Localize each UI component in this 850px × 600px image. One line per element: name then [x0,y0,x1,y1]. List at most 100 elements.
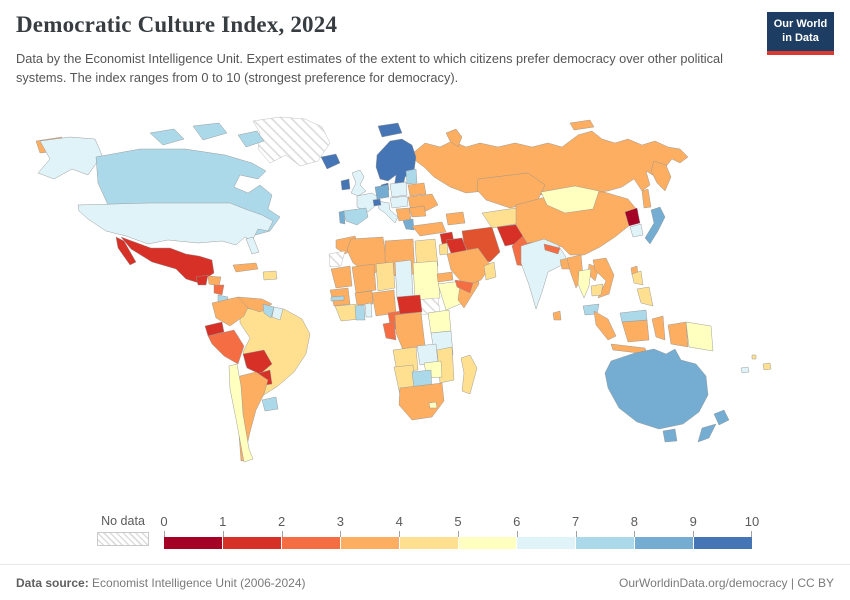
country-turkey[interactable] [411,221,447,237]
legend-bin-1-2[interactable] [222,537,282,549]
legend-bin-0-1[interactable] [164,537,223,549]
country-borneo-malaysia[interactable] [619,309,648,323]
country-madagascar[interactable] [460,354,478,395]
country-saudi-arabia[interactable] [446,247,492,287]
country-uruguay[interactable] [261,396,279,412]
country-greece[interactable] [402,218,415,231]
country-western-sahara-no-data[interactable] [328,250,346,268]
country-scandinavia[interactable] [375,138,417,189]
legend-bin-3-4[interactable] [340,537,400,549]
legend-bin-7-8[interactable] [576,537,636,549]
country-russia-novaya-zemlya[interactable] [445,128,463,148]
country-philippines[interactable] [631,270,644,286]
country-mali[interactable] [351,263,377,294]
country-new-zealand-north[interactable] [713,409,730,426]
country-honduras[interactable] [207,275,222,287]
country-japan[interactable] [644,206,666,245]
country-chile[interactable] [228,363,254,463]
country-benin-togo[interactable] [364,302,373,318]
country-chad[interactable] [394,259,414,299]
country-indonesia-sumatra[interactable] [593,310,617,341]
country-ghana[interactable] [354,304,366,321]
country-canada-arctic-islands[interactable] [237,130,265,148]
country-tasmania[interactable] [662,428,678,443]
country-oman[interactable] [483,261,497,281]
country-jordan-israel[interactable] [438,242,449,256]
country-india[interactable] [520,238,567,310]
country-guyana[interactable] [262,303,275,319]
country-cambodia[interactable] [590,283,604,297]
country-bolivia[interactable] [242,349,273,375]
country-germany[interactable] [374,184,390,200]
country-australia[interactable] [604,348,709,430]
country-romania[interactable] [408,205,427,218]
country-central-african-republic[interactable] [396,294,423,315]
footer-link[interactable]: OurWorldinData.org/democracy | CC BY [619,575,834,590]
country-dr-congo[interactable] [394,311,426,351]
country-portugal[interactable] [338,210,346,225]
country-south-africa[interactable] [398,382,445,421]
country-russia-kamchatka[interactable] [650,160,672,192]
country-new-caledonia[interactable] [740,366,750,374]
country-nicaragua[interactable] [213,284,225,296]
legend-bin-5-6[interactable] [458,537,518,549]
country-papua-new-guinea[interactable] [685,321,714,352]
country-gambia[interactable] [330,295,345,302]
country-switzerland[interactable] [372,198,382,207]
legend-bin-9-10[interactable] [694,537,753,549]
country-south-korea[interactable] [629,223,644,238]
owid-logo[interactable]: Our World in Data [767,12,834,55]
country-greenland-no-data[interactable] [252,116,331,167]
country-italy[interactable] [377,200,399,224]
country-russia-sakhalin[interactable] [641,188,652,209]
country-north-korea[interactable] [624,207,641,227]
country-usa[interactable] [77,202,274,246]
country-uk[interactable] [350,169,367,197]
country-peru[interactable] [207,329,245,365]
legend-bin-6-7[interactable] [517,537,577,549]
country-lesotho[interactable] [428,401,438,409]
country-mexico-baja[interactable] [115,236,137,266]
country-philippines[interactable] [636,286,654,307]
country-russia-siberian-islands[interactable] [569,119,595,131]
country-niger[interactable] [375,261,396,292]
country-thailand[interactable] [577,268,592,299]
country-balkans[interactable] [395,207,412,222]
country-sri-lanka[interactable] [552,310,562,321]
country-ireland[interactable] [340,178,351,191]
legend-bin-4-5[interactable] [399,537,459,549]
country-eritrea[interactable] [436,271,454,283]
country-mexico[interactable] [120,236,215,284]
country-canada-arctic-islands[interactable] [192,122,228,141]
country-mongolia[interactable] [540,185,600,214]
country-uganda-kenya[interactable] [427,309,452,334]
country-vanuatu[interactable] [751,354,757,360]
country-mauritania[interactable] [330,265,353,289]
country-yemen[interactable] [454,279,474,294]
country-svalbard[interactable] [377,122,403,138]
country-indonesia-sulawesi[interactable] [651,315,666,341]
country-alaska[interactable] [37,136,103,180]
country-central-europe[interactable] [389,195,409,209]
country-iceland[interactable] [320,153,341,170]
country-suriname[interactable] [271,306,284,321]
legend-no-data[interactable]: No data [97,514,149,546]
country-burkina-faso[interactable] [354,290,374,306]
country-gabon-congo[interactable] [382,321,397,341]
country-nepal[interactable] [543,243,561,255]
country-ecuador[interactable] [204,321,225,337]
country-canada-arctic-islands[interactable] [149,128,185,146]
legend-bin-2-3[interactable] [281,537,341,549]
country-spain[interactable] [342,207,369,226]
country-guatemala[interactable] [195,274,209,286]
country-caucasus[interactable] [445,211,466,226]
country-vietnam[interactable] [592,257,615,299]
country-usa-florida[interactable] [245,236,260,255]
country-baltic-states[interactable] [405,168,418,185]
country-poland[interactable] [389,181,408,198]
country-borneo-indonesia[interactable] [621,319,650,343]
country-sudan[interactable] [412,260,441,301]
country-hispaniola[interactable] [262,270,278,281]
country-fiji[interactable] [762,362,772,371]
country-belarus[interactable] [407,182,427,197]
